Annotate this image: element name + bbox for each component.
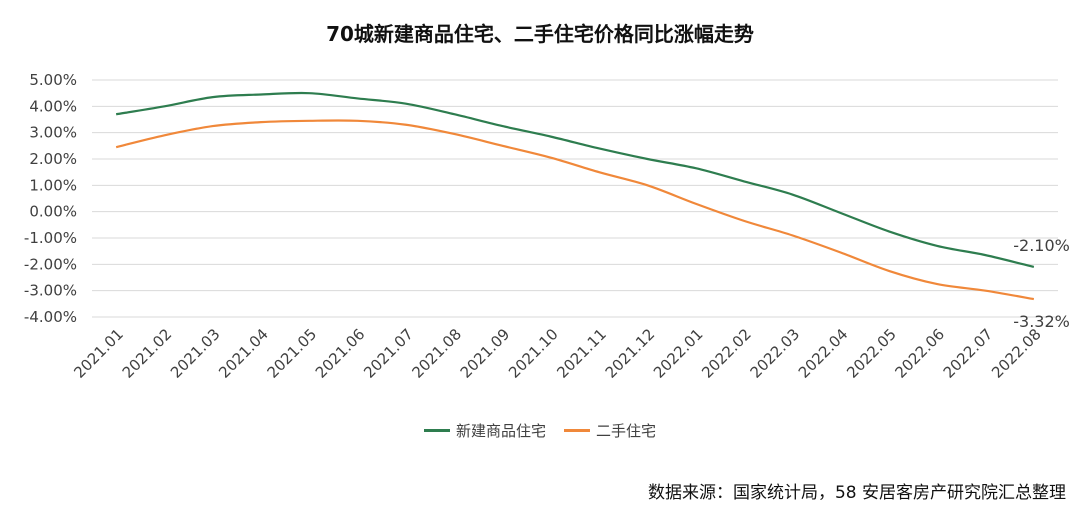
grid-lines <box>92 79 1058 318</box>
x-tick-label: 2021.08 <box>408 325 465 382</box>
x-tick-label: 2021.06 <box>312 325 369 382</box>
legend-swatch-second-hand <box>564 429 590 432</box>
legend-label-new-homes: 新建商品住宅 <box>455 422 546 440</box>
x-tick-label: 2021.02 <box>119 325 176 382</box>
x-tick-label: 2022.03 <box>747 325 804 382</box>
y-tick-label: 5.00% <box>29 71 77 89</box>
chart-title: 70城新建商品住宅、二手住宅价格同比涨幅走势 <box>326 22 754 46</box>
y-tick-label: 1.00% <box>29 176 77 194</box>
x-tick-label: 2022.02 <box>698 325 755 382</box>
x-tick-label: 2022.06 <box>891 325 948 382</box>
x-tick-label: 2022.05 <box>843 325 900 382</box>
y-tick-label: 4.00% <box>29 97 77 115</box>
legend: 新建商品住宅 二手住宅 <box>0 420 1080 441</box>
y-tick-label: -4.00% <box>24 308 77 326</box>
end-value-label-0: -2.10% <box>1013 236 1070 255</box>
y-tick-label: 3.00% <box>29 124 77 142</box>
x-tick-label: 2021.10 <box>505 325 562 382</box>
x-tick-label: 2021.03 <box>167 325 224 382</box>
x-tick-label: 2022.07 <box>940 325 997 382</box>
y-tick-label: -1.00% <box>24 229 77 247</box>
x-tick-label: 2021.12 <box>602 325 659 382</box>
end-value-label-1: -3.32% <box>1013 312 1070 331</box>
x-tick-label: 2021.04 <box>215 325 272 382</box>
x-tick-label: 2021.01 <box>70 325 127 382</box>
series-line-1 <box>115 119 1035 301</box>
series-lines <box>115 91 1035 301</box>
x-tick-label: 2022.01 <box>650 325 707 382</box>
x-tick-label: 2022.04 <box>795 325 852 382</box>
x-tick-label: 2022.08 <box>988 325 1045 382</box>
legend-item-new-homes: 新建商品住宅 <box>423 420 546 441</box>
x-tick-label: 2021.09 <box>457 325 514 382</box>
series-line-0 <box>115 91 1035 269</box>
y-tick-label: 0.00% <box>29 203 77 221</box>
y-tick-label: -3.00% <box>24 282 77 300</box>
legend-label-second-hand: 二手住宅 <box>596 422 657 440</box>
x-axis-ticks: 2021.012021.022021.032021.042021.052021.… <box>70 325 1044 382</box>
y-tick-label: 2.00% <box>29 150 77 168</box>
legend-item-second-hand: 二手住宅 <box>564 420 656 441</box>
y-tick-label: -2.00% <box>24 255 77 273</box>
x-tick-label: 2021.05 <box>264 325 321 382</box>
x-tick-label: 2021.07 <box>360 325 417 382</box>
end-labels: -2.10% -3.32% <box>1013 236 1070 331</box>
legend-swatch-new-homes <box>423 429 450 432</box>
x-tick-label: 2021.11 <box>553 325 610 382</box>
y-axis-ticks: 5.00% 4.00% 3.00% 2.00% 1.00% 0.00% -1.00% -2.0… <box>24 71 77 326</box>
source-note: 数据来源：国家统计局，58 安居客房产研究院汇总整理 <box>647 483 1066 503</box>
